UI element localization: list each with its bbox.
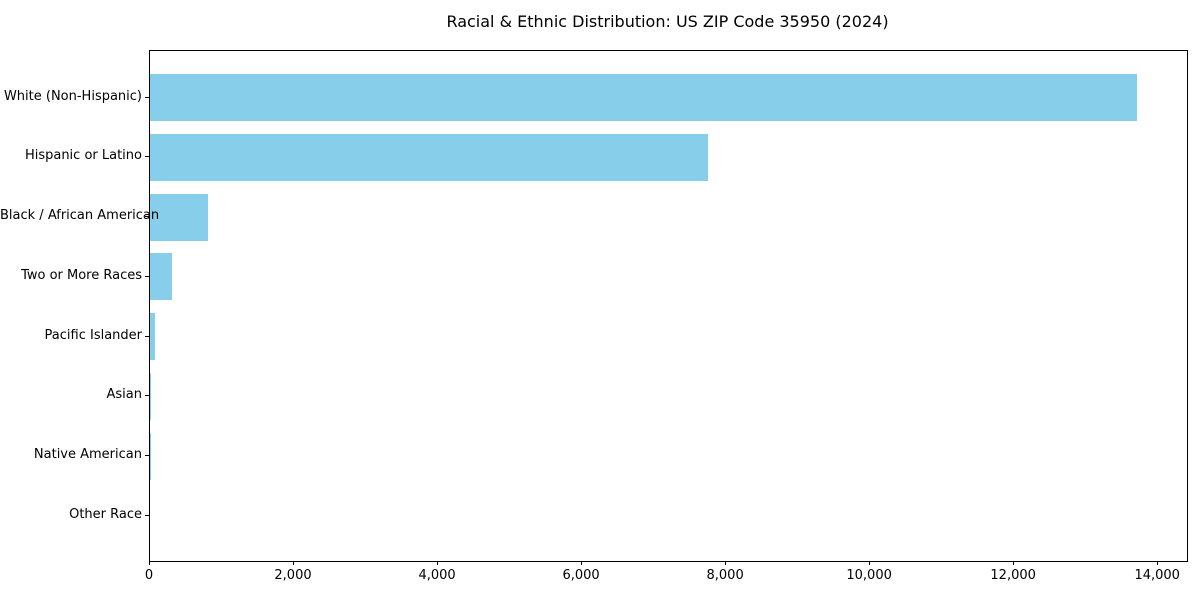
y-tick-mark bbox=[145, 156, 149, 158]
x-tick-label: 12,000 bbox=[990, 568, 1036, 583]
x-tick-label: 14,000 bbox=[1134, 568, 1180, 583]
y-tick-label: Native American bbox=[33, 447, 142, 462]
y-tick-label: Asian bbox=[106, 387, 142, 403]
y-tick-mark bbox=[145, 395, 149, 397]
x-tick-label: 0 bbox=[144, 568, 154, 583]
y-tick-label: Black / African American bbox=[0, 208, 160, 223]
x-tick-label: 8,000 bbox=[706, 568, 744, 583]
x-tick-label: 10,000 bbox=[846, 568, 892, 583]
x-tick-label: 4,000 bbox=[418, 568, 456, 583]
y-tick-mark bbox=[145, 216, 149, 217]
y-tick-label: Hispanic or Latino bbox=[24, 148, 142, 164]
y-tick-mark bbox=[145, 335, 149, 337]
y-tick-label: White (Non-Hispanic) bbox=[3, 88, 142, 104]
y-tick-label: Pacific Islander bbox=[44, 327, 142, 343]
bar bbox=[150, 313, 156, 360]
y-tick-mark bbox=[145, 275, 149, 277]
bar bbox=[150, 74, 1137, 121]
x-tick-mark bbox=[869, 561, 871, 565]
bar bbox=[150, 193, 208, 241]
y-tick-mark bbox=[145, 514, 149, 516]
y-tick-mark bbox=[145, 96, 149, 98]
y-tick-label: Other Race bbox=[69, 506, 142, 522]
x-tick-mark bbox=[437, 561, 439, 565]
y-tick-label: Two or More Races bbox=[21, 267, 142, 283]
bar bbox=[150, 372, 152, 420]
x-tick-label: 2,000 bbox=[274, 568, 312, 583]
plot-area bbox=[149, 50, 1188, 562]
x-tick-mark bbox=[1157, 561, 1159, 565]
x-tick-mark bbox=[1013, 561, 1015, 565]
x-tick-mark bbox=[149, 561, 150, 565]
chart-title: Racial & Ethnic Distribution: US ZIP Cod… bbox=[446, 12, 889, 31]
bar bbox=[150, 253, 173, 301]
x-tick-mark bbox=[581, 561, 583, 565]
x-tick-label: 6,000 bbox=[562, 568, 600, 583]
y-tick-mark bbox=[145, 455, 149, 456]
bar bbox=[150, 432, 151, 480]
bar bbox=[150, 133, 709, 181]
x-tick-mark bbox=[293, 561, 295, 565]
x-tick-mark bbox=[725, 561, 727, 565]
